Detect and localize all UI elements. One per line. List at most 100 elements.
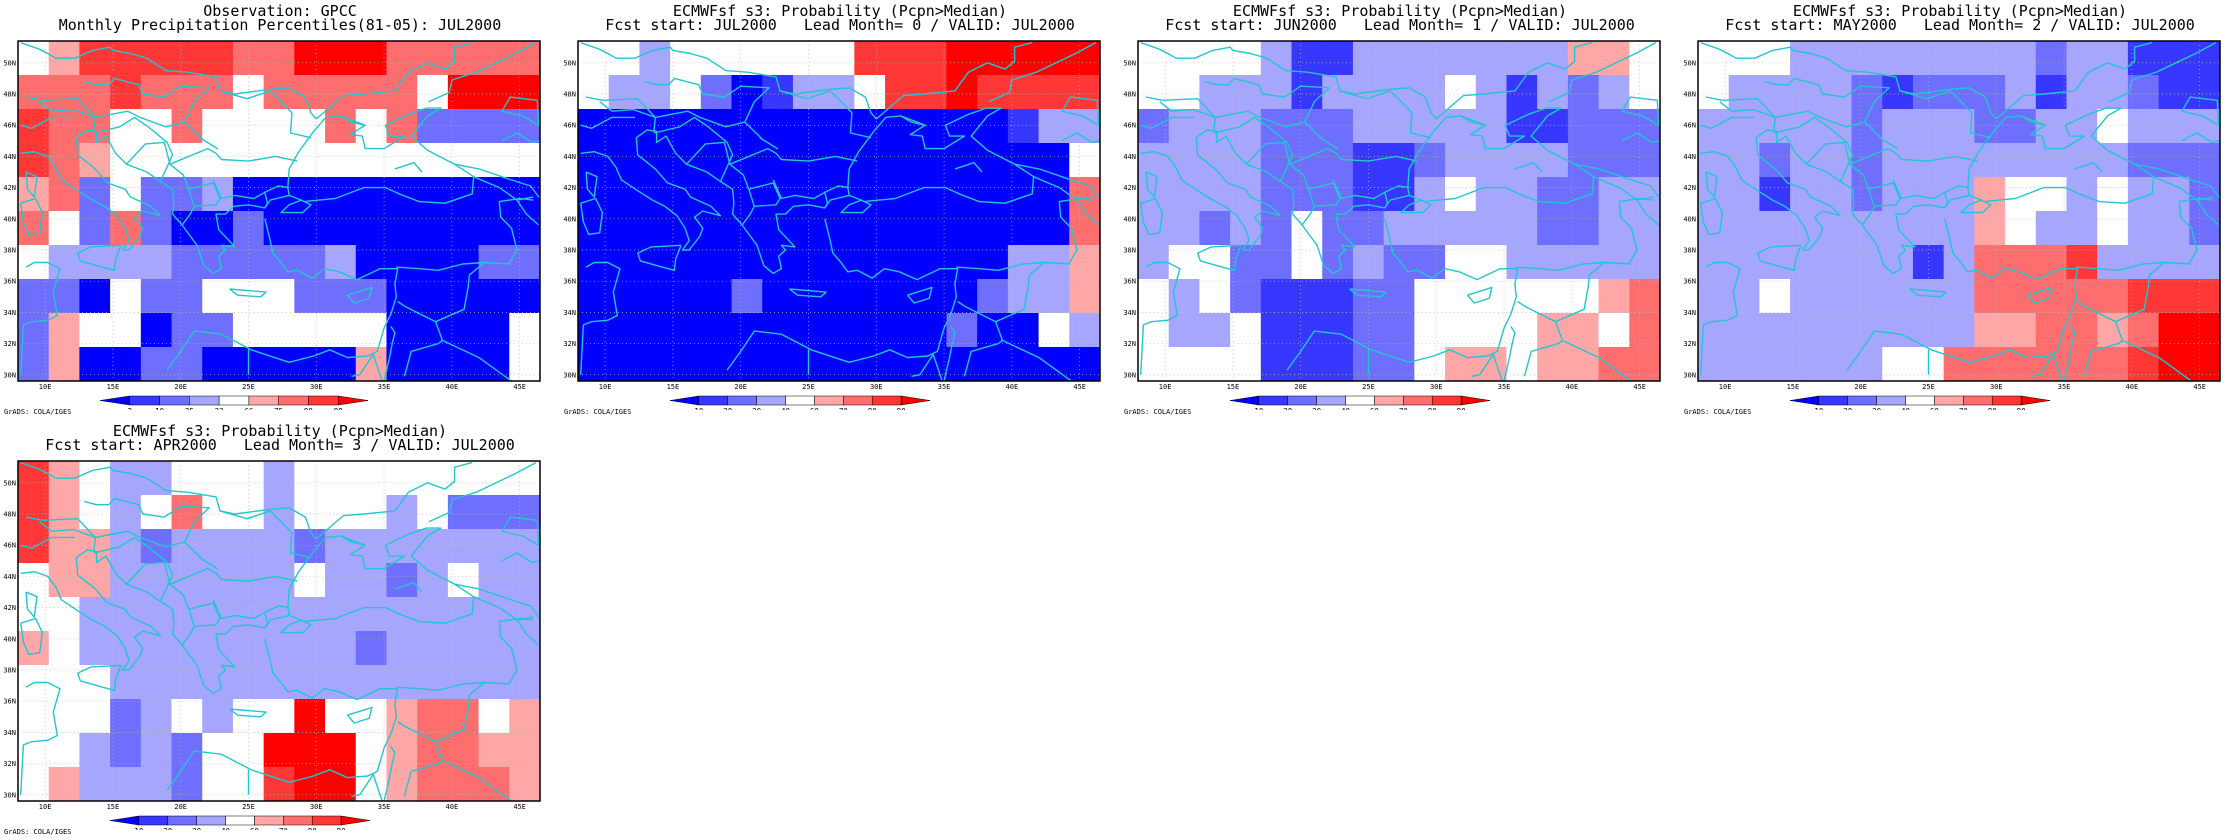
colorbar-label: 20 xyxy=(723,407,733,410)
grid-cell xyxy=(1912,41,1945,76)
coastline-path xyxy=(428,41,537,103)
grid-cell xyxy=(48,177,80,212)
coastline-path xyxy=(2108,41,2217,103)
y-tick-label: 44N xyxy=(3,153,16,161)
x-tick-label: 35E xyxy=(938,383,951,391)
panel-title-line2: Monthly Precipitation Percentiles(81-05)… xyxy=(58,16,502,34)
y-tick-label: 42N xyxy=(3,184,16,192)
coastline-path xyxy=(1140,107,1595,275)
grid-cell xyxy=(1138,347,1170,382)
coastline-path xyxy=(1593,176,1654,201)
grid-cell xyxy=(232,631,265,666)
grid-cell xyxy=(1851,279,1883,314)
grid-cell xyxy=(885,245,917,280)
grid-cell xyxy=(1445,75,1477,110)
grid-cell xyxy=(1291,211,1323,246)
grid-cell xyxy=(417,665,449,700)
grid-cell xyxy=(1790,75,1822,110)
grid-cell xyxy=(2066,347,2098,382)
coastline-path xyxy=(1435,41,1593,120)
grid-cell xyxy=(1882,279,1914,314)
x-tick-label: 40E xyxy=(1566,383,1579,391)
grid-cell xyxy=(915,109,947,144)
grid-cell xyxy=(509,41,541,76)
grid-cell xyxy=(1199,347,1231,382)
grid-cell xyxy=(263,313,295,348)
map-frame xyxy=(577,40,1101,382)
grid-cell xyxy=(578,347,610,382)
colorbar-label: 30 xyxy=(192,827,202,830)
coastline-path xyxy=(1636,199,1660,226)
colorbar-label: 20 xyxy=(1283,407,1293,410)
grads-credit: GrADS: COLA/IGES xyxy=(1124,408,1192,416)
coastline-path xyxy=(1349,288,1387,298)
coastline-path xyxy=(501,552,540,564)
grid-cell xyxy=(417,563,449,598)
grid-cell xyxy=(18,41,50,76)
grid-cell xyxy=(325,563,357,598)
grid-cell xyxy=(355,347,387,382)
grid-cell xyxy=(700,347,733,382)
grid-cell xyxy=(294,665,326,700)
y-tick-label: 40N xyxy=(3,215,16,223)
y-tick-label: 48N xyxy=(1683,91,1696,99)
grid-cell xyxy=(2097,143,2129,178)
grid-cell xyxy=(202,313,234,348)
grid-cell xyxy=(1537,347,1569,382)
colorbar-swatch xyxy=(225,815,255,826)
grid-cell xyxy=(1352,211,1385,246)
grid-cell xyxy=(1790,313,1822,348)
grid-cell xyxy=(578,279,610,314)
grid-cell xyxy=(263,733,295,768)
coastline-path xyxy=(653,116,734,182)
grid-cell xyxy=(1882,313,1914,348)
colorbar-label: 90 xyxy=(1457,407,1467,410)
colorbar-label: 60 xyxy=(1930,407,1940,410)
colorbar-label: 30 xyxy=(1872,407,1882,410)
grid-cell xyxy=(1728,177,1760,212)
grid-cell xyxy=(731,41,763,76)
coastline-path xyxy=(1460,115,1486,126)
coastline-path xyxy=(1700,107,2155,275)
x-tick-label: 15E xyxy=(1227,383,1240,391)
coastline-path xyxy=(1868,182,1901,207)
coastline-path xyxy=(1621,132,1660,144)
coastline-path xyxy=(1517,300,1633,381)
grid-cell xyxy=(608,143,640,178)
grid-cell xyxy=(2005,143,2037,178)
grid-cell xyxy=(263,211,295,246)
colorbar-swatch xyxy=(311,815,342,826)
grid-cell xyxy=(509,733,541,768)
grid-cell xyxy=(2005,347,2037,382)
colorbar-swatch xyxy=(167,815,197,826)
grid-cell xyxy=(1322,41,1354,76)
map-frame xyxy=(17,460,541,802)
grid-cell xyxy=(171,563,203,598)
colorbar-swatch xyxy=(248,395,279,406)
grid-cell xyxy=(977,347,1009,382)
grid-cell xyxy=(110,177,142,212)
grid-cell xyxy=(792,41,825,76)
grid-cell xyxy=(140,631,173,666)
grid-cell xyxy=(1352,41,1385,76)
grid-cell xyxy=(1168,313,1200,348)
colorbar-label: 70 xyxy=(839,407,849,410)
coastline-path xyxy=(1286,218,1519,371)
y-tick-label: 46N xyxy=(3,542,16,550)
grid-cell xyxy=(578,177,610,212)
coastline-path xyxy=(1140,261,1181,375)
coastline-path xyxy=(20,197,44,236)
grid-cell xyxy=(140,597,173,632)
y-tick-label: 50N xyxy=(1683,59,1696,67)
grid-cell xyxy=(1943,347,1975,382)
coastline-path xyxy=(340,115,366,126)
grid-cell xyxy=(1352,109,1385,144)
grid-cell xyxy=(1383,177,1415,212)
grid-cell xyxy=(608,211,640,246)
coastline-path xyxy=(1503,326,1516,381)
grid-cell xyxy=(854,75,886,110)
coastline-path xyxy=(403,759,443,797)
grid-cell xyxy=(48,665,80,700)
grid-cell xyxy=(18,699,50,734)
grid-cell xyxy=(1475,279,1507,314)
